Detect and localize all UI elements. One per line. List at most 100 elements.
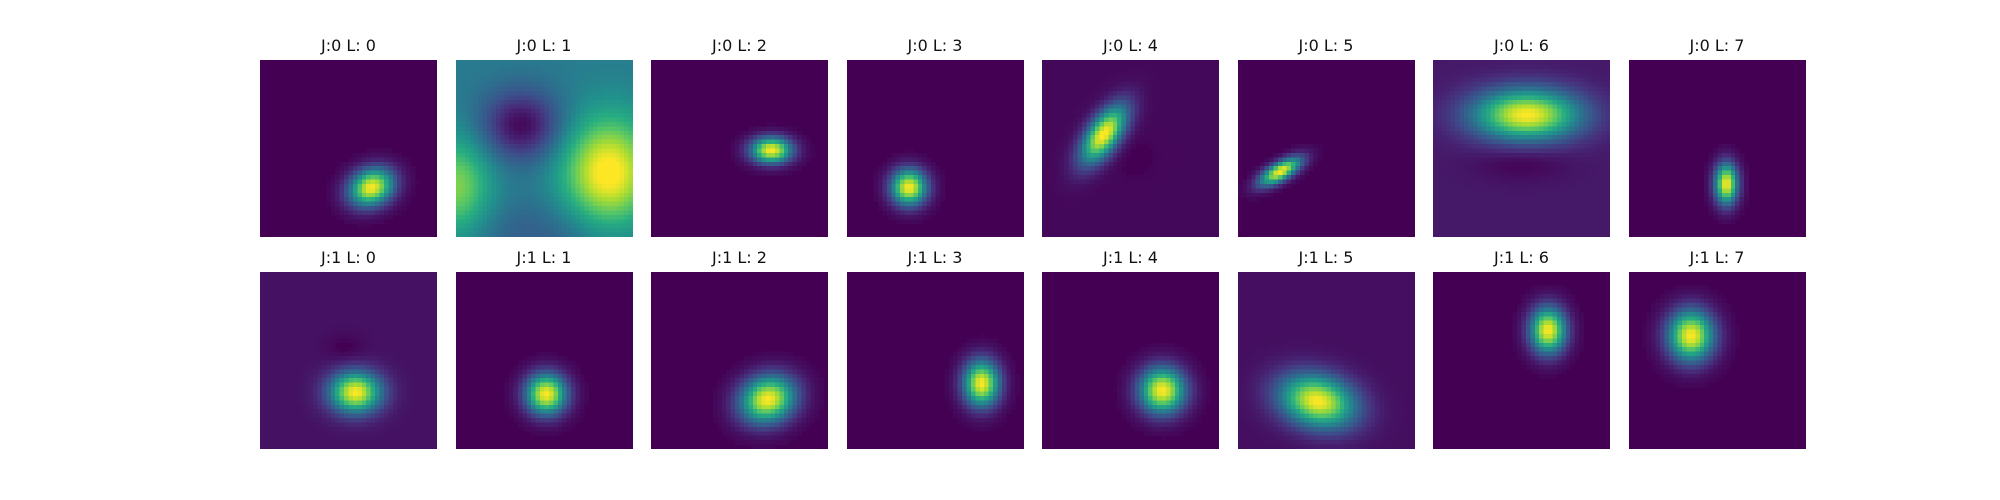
heatmap-cell: [588, 161, 594, 167]
heatmap-cell: [1108, 90, 1114, 96]
heatmap-cell: [610, 228, 616, 233]
heatmap-cell: [1055, 232, 1061, 237]
heatmap-cell: [917, 183, 923, 189]
heatmap-cell: [1188, 206, 1193, 211]
heatmap-cell: [1499, 113, 1505, 118]
heatmap-cell: [1188, 197, 1193, 202]
heatmap-cell: [1121, 108, 1127, 114]
heatmap-cell: [1259, 175, 1265, 180]
heatmap-cell: [1437, 95, 1443, 101]
heatmap-cell: [1081, 126, 1087, 132]
heatmap-cell: [530, 223, 536, 229]
heatmap-cell: [548, 192, 554, 198]
heatmap-cell: [1192, 108, 1198, 114]
heatmap-cell: [1481, 117, 1487, 123]
heatmap-cell: [1214, 188, 1219, 194]
heatmap-cell: [610, 68, 616, 74]
heatmap-cell: [1064, 223, 1069, 229]
heatmap-cell: [1490, 64, 1496, 70]
heatmap-cell: [1433, 73, 1438, 79]
heatmap-cell: [619, 144, 625, 149]
heatmap-cell: [917, 161, 923, 167]
heatmap-cell: [544, 206, 549, 211]
heatmap-cell: [1095, 206, 1100, 211]
heatmap-cell: [1477, 161, 1483, 167]
heatmap-cell: [623, 99, 629, 105]
heatmap-cell: [1108, 206, 1114, 211]
heatmap-cell: [539, 161, 545, 167]
heatmap-cell: [1050, 192, 1056, 198]
heatmap-cell: [1121, 95, 1127, 101]
heatmap-background: [1237, 60, 1415, 237]
heatmap-cell: [1170, 183, 1176, 189]
heatmap-cell: [539, 60, 545, 65]
heatmap-cell: [1459, 113, 1465, 118]
heatmap-cell: [1086, 135, 1092, 141]
heatmap-cell: [1192, 86, 1198, 92]
heatmap-cell: [1246, 179, 1252, 185]
heatmap-cell: [1152, 126, 1158, 132]
heatmap-cell: [1214, 73, 1219, 79]
heatmap-cell: [1121, 223, 1127, 229]
heatmap-cell: [1605, 161, 1610, 167]
heatmap-cell: [1099, 210, 1105, 216]
heatmap-cell: [1525, 166, 1531, 172]
heatmap-cell: [1148, 188, 1154, 194]
heatmap-cell: [482, 60, 487, 65]
heatmap-cell: [1499, 117, 1505, 123]
heatmap-cell: [1117, 90, 1123, 96]
heatmap-cell: [899, 214, 905, 220]
heatmap-cell: [544, 99, 549, 105]
heatmap-cell: [1174, 135, 1180, 141]
heatmap-cell: [1508, 68, 1514, 74]
heatmap-cell: [1525, 161, 1531, 167]
heatmap-cell: [548, 206, 554, 211]
heatmap-cell: [1486, 60, 1491, 65]
heatmap-cell: [1050, 179, 1056, 185]
heatmap-cell: [1552, 117, 1558, 123]
heatmap-cell: [459, 161, 465, 167]
heatmap-cell: [1455, 113, 1460, 118]
heatmap-cell: [526, 77, 532, 83]
heatmap-cell: [1450, 161, 1456, 167]
heatmap-cell: [1201, 197, 1207, 202]
heatmap-cell: [628, 130, 633, 136]
heatmap-cell: [552, 104, 558, 110]
heatmap-cell: [1441, 104, 1447, 110]
heatmap-cell: [1179, 214, 1184, 220]
heatmap-cell: [495, 121, 501, 127]
heatmap-cell: [1161, 148, 1167, 154]
heatmap-cell: [592, 68, 598, 74]
heatmap-cell: [561, 219, 567, 225]
heatmap-cell: [1446, 126, 1452, 132]
heatmap-cell: [1574, 148, 1580, 154]
heatmap-cell: [1134, 108, 1140, 114]
heatmap-cell: [1161, 95, 1167, 101]
heatmap-cell: [583, 86, 589, 92]
heatmap-cell: [1579, 90, 1584, 96]
heatmap-cell: [1134, 95, 1140, 101]
heatmap-cell: [881, 210, 887, 216]
heatmap-cell: [1512, 117, 1518, 123]
heatmap-cell: [930, 201, 936, 207]
heatmap-cell: [1592, 60, 1598, 65]
heatmap-cell: [761, 139, 767, 145]
heatmap-cell: [1468, 130, 1474, 136]
heatmap-cell: [1170, 188, 1176, 194]
heatmap-cell: [1539, 161, 1545, 167]
heatmap-cell: [557, 183, 563, 189]
heatmap-cell: [926, 161, 931, 167]
heatmap-cell: [1463, 139, 1469, 145]
heatmap-cell: [1055, 82, 1061, 87]
heatmap-cell: [1552, 166, 1558, 172]
heatmap-cell: [1525, 90, 1531, 96]
heatmap-cell: [1250, 197, 1256, 202]
heatmap-cell: [1183, 223, 1189, 229]
heatmap-cell: [579, 183, 585, 189]
heatmap-cell: [370, 179, 376, 185]
heatmap-panel: J:0 L: 6: [1433, 36, 1610, 237]
heatmap-cell: [1064, 117, 1069, 123]
heatmap-cell: [1437, 104, 1443, 110]
heatmap-cell: [917, 152, 923, 158]
heatmap-cell: [601, 214, 607, 220]
